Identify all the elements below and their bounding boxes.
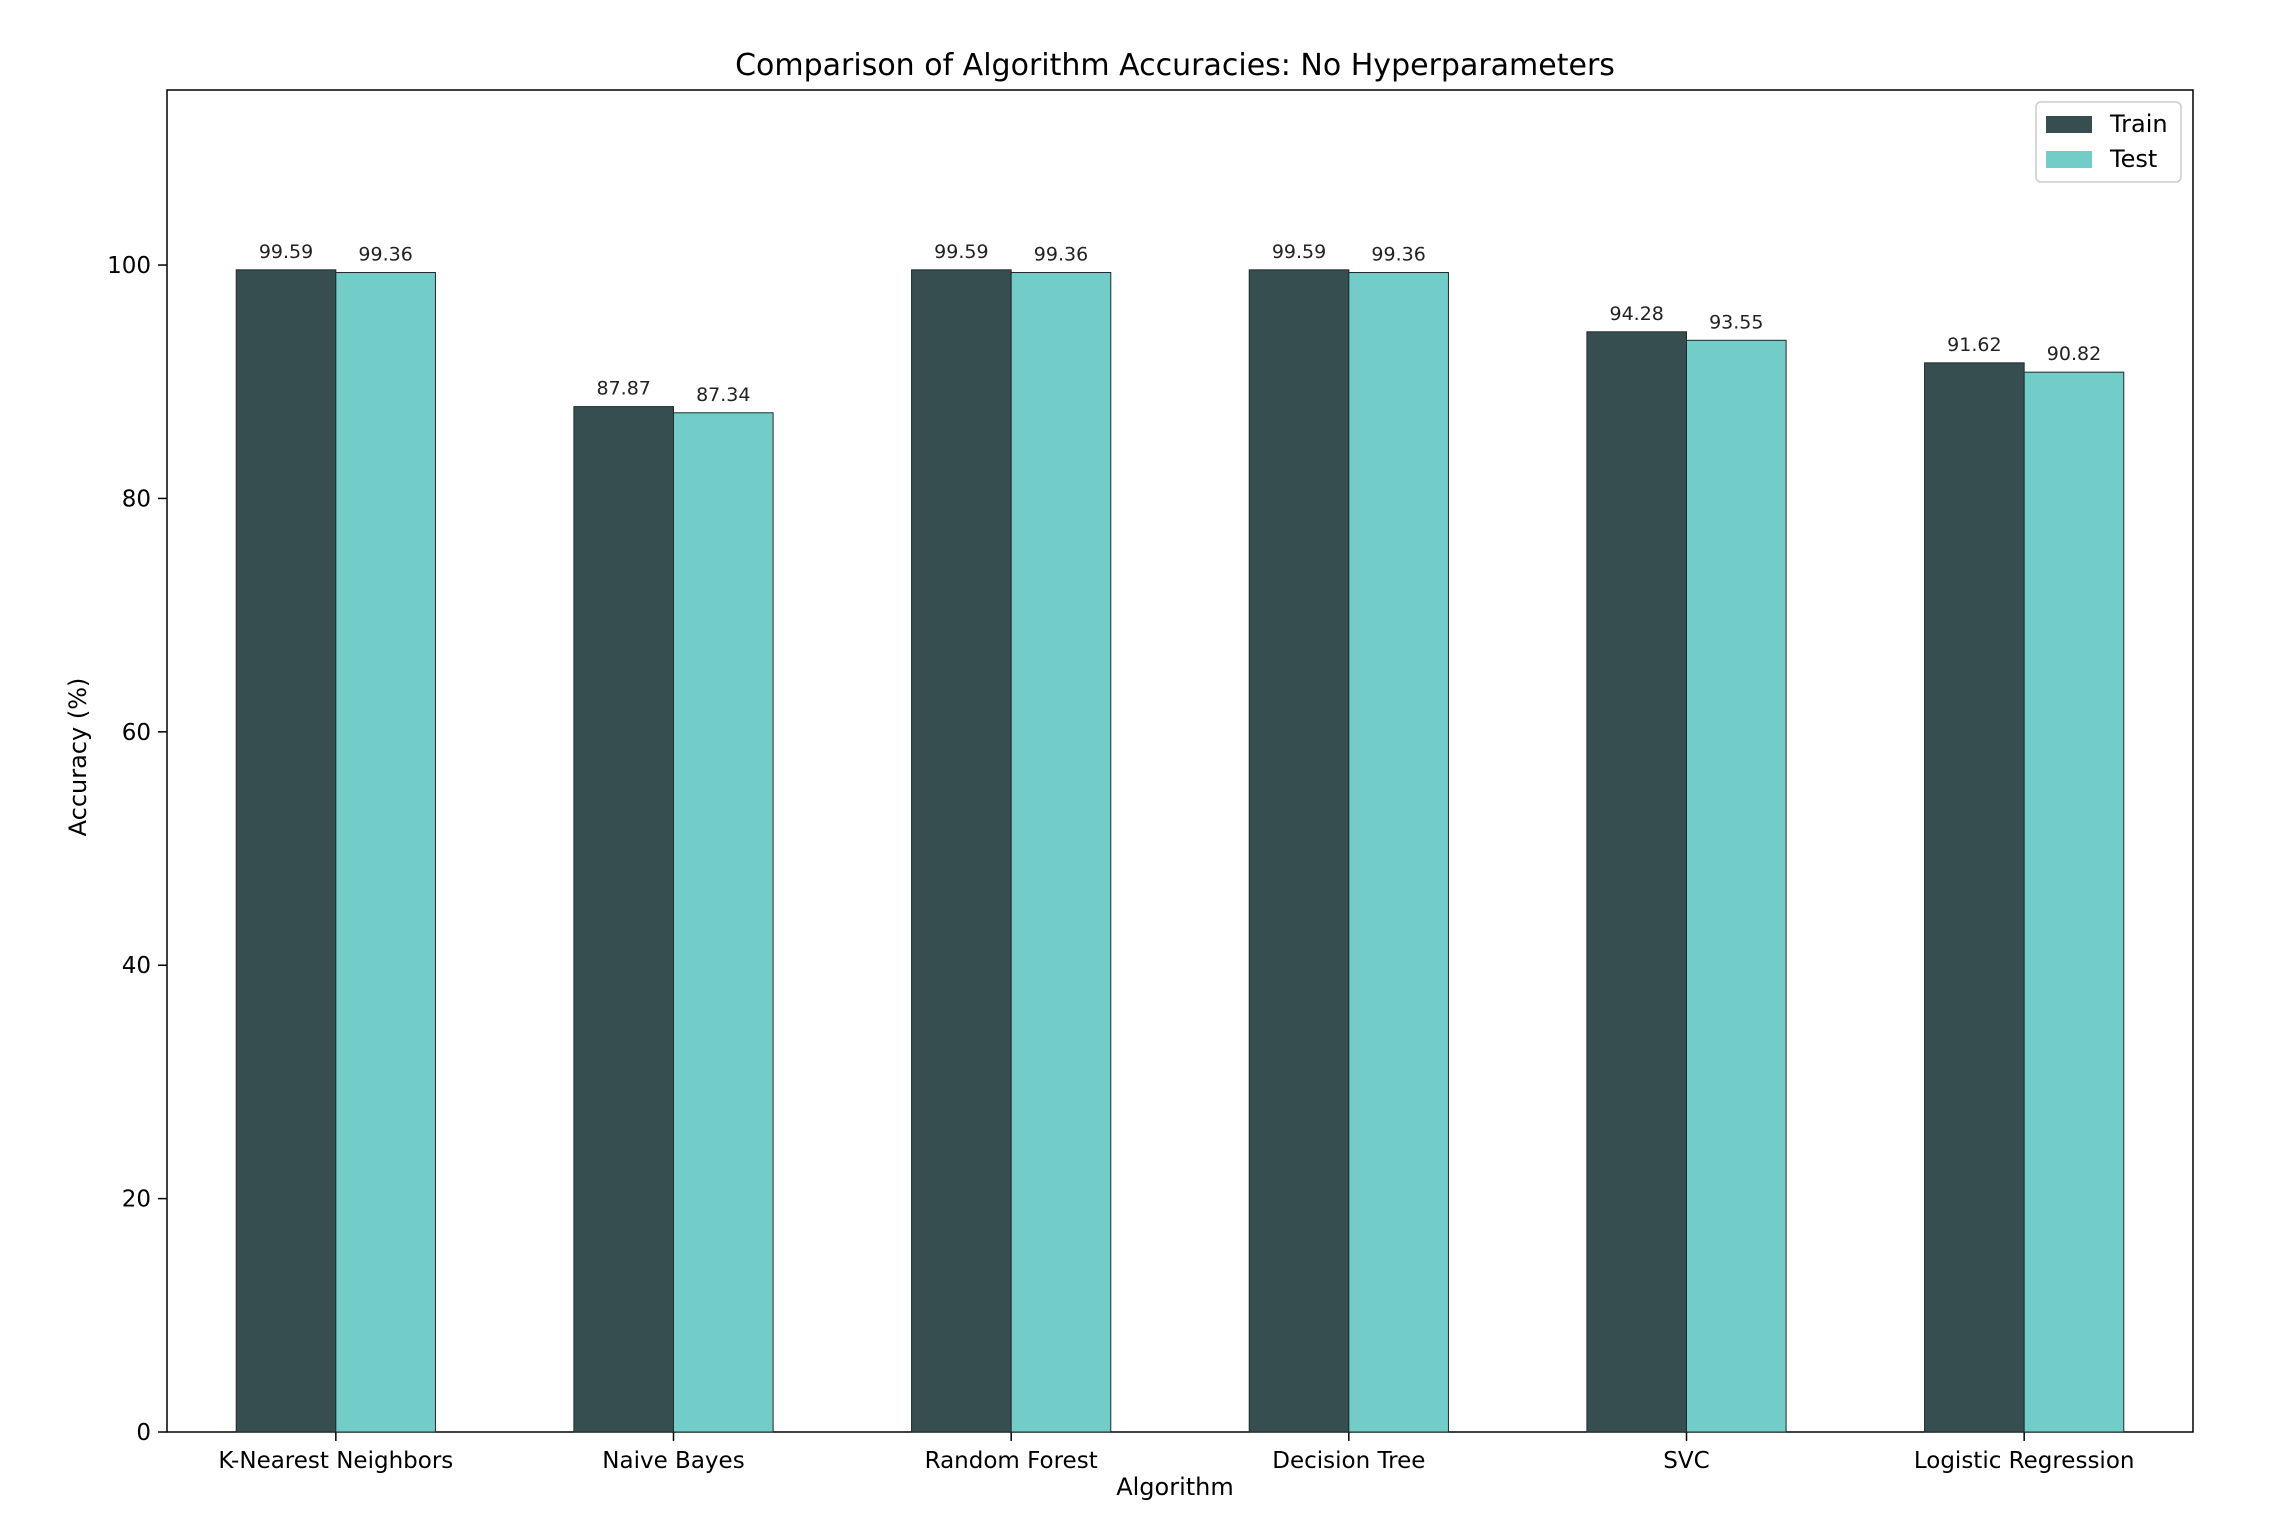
legend-swatch — [2046, 116, 2092, 133]
legend: Train Test — [2035, 101, 2182, 183]
legend-entry-label: Test — [2109, 145, 2157, 173]
y-axis-label: Accuracy (%) — [64, 678, 92, 837]
y-tick-label: 40 — [122, 953, 151, 979]
bar-value-label: 87.34 — [696, 384, 750, 406]
bar-value-label: 99.36 — [1371, 244, 1425, 266]
bar-value-label: 94.28 — [1609, 303, 1663, 325]
x-tick-label: Naive Bayes — [602, 1448, 744, 1474]
y-tick-label: 60 — [122, 720, 151, 746]
x-tick-label: Decision Tree — [1272, 1448, 1425, 1474]
chart-title: Comparison of Algorithm Accuracies: No H… — [735, 48, 1615, 83]
y-tick-label: 80 — [122, 486, 151, 512]
bar-value-label: 99.59 — [1272, 241, 1326, 263]
bar-value-label: 91.62 — [1947, 334, 2001, 356]
bar-value-label: 87.87 — [596, 378, 650, 400]
bar-test — [673, 412, 774, 1433]
legend-swatch — [2046, 151, 2092, 168]
bar-value-label: 99.36 — [358, 244, 412, 266]
bar-value-label: 93.55 — [1709, 311, 1763, 333]
bar-train — [1924, 362, 2025, 1433]
y-tick-label: 0 — [136, 1420, 151, 1446]
bar-train — [235, 269, 337, 1433]
bar-train — [573, 406, 674, 1433]
legend-entry-label: Train — [2109, 110, 2168, 138]
bar-value-label: 99.36 — [1034, 244, 1088, 266]
bar-test — [1686, 339, 1787, 1433]
x-axis-label: Algorithm — [1116, 1473, 1234, 1501]
bar-value-label: 99.59 — [259, 241, 313, 263]
bar-test — [2023, 371, 2125, 1433]
bar-value-label: 90.82 — [2047, 343, 2101, 365]
bar-test — [335, 272, 436, 1433]
bar-train — [911, 269, 1012, 1433]
x-tick-label: Logistic Regression — [1914, 1448, 2135, 1474]
y-tick-label: 20 — [122, 1187, 151, 1213]
bar-train — [1248, 269, 1350, 1433]
bar-value-label: 99.59 — [934, 241, 988, 263]
plot-frame — [166, 89, 2194, 1433]
bar-test — [1348, 272, 1449, 1433]
y-tick-label: 100 — [107, 253, 151, 279]
x-tick-label: K-Nearest Neighbors — [218, 1448, 453, 1474]
bar-train — [1586, 331, 1687, 1433]
x-tick-label: Random Forest — [925, 1448, 1098, 1474]
x-tick-label: SVC — [1663, 1448, 1709, 1474]
plot-area: 0 20 40 60 80 100 K-Nearest Neighbors 99.59 99.3… — [107, 89, 2194, 1474]
bar-test — [1010, 272, 1112, 1433]
